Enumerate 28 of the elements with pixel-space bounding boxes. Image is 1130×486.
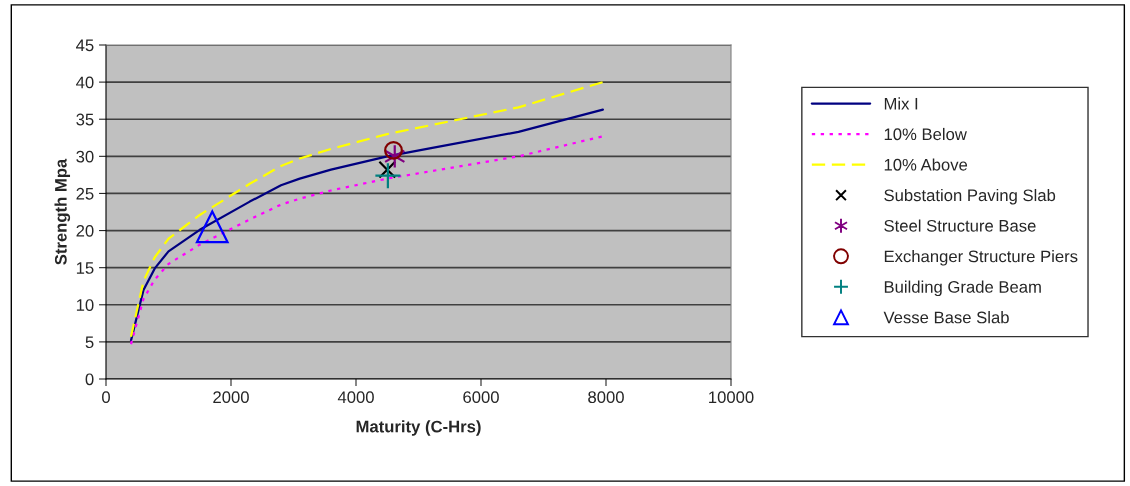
x-tick-label: 4000 <box>337 391 374 404</box>
x-tick-label: 0 <box>102 391 110 404</box>
legend-label: Substation Paving Slab <box>884 188 1056 205</box>
y-tick-label: 20 <box>76 224 94 237</box>
legend-label: Steel Structure Base <box>884 219 1036 232</box>
legend-label: 10% Below <box>884 127 967 141</box>
y-tick-label: 10 <box>76 299 94 311</box>
y-tick-label: 45 <box>76 39 94 52</box>
x-tick-label: 2000 <box>213 391 249 404</box>
y-tick-label: 15 <box>76 262 94 274</box>
y-axis-title: Strength Mpa <box>54 158 71 265</box>
x-tick-label: 8000 <box>588 391 624 404</box>
point <box>195 210 229 244</box>
y-tick-label: 5 <box>85 336 94 349</box>
point <box>384 140 403 160</box>
y-tick-label: 25 <box>76 187 94 200</box>
legend-label: Exchanger Structure Piers <box>884 250 1078 266</box>
y-tick-label: 40 <box>76 76 94 89</box>
y-tick-label: 0 <box>85 373 94 386</box>
legend-label: Building Grade Beam <box>884 280 1041 297</box>
legend-label: Mix I <box>884 97 918 110</box>
x-axis-title: Maturity (C-Hrs) <box>356 420 481 436</box>
legend-label: 10% Above <box>884 158 968 171</box>
y-tick-label: 30 <box>76 150 94 163</box>
x-tick-label: 6000 <box>463 391 499 404</box>
legend-label: Vesse Base Slab <box>883 311 1009 324</box>
x-tick-label: 10000 <box>709 391 754 404</box>
y-tick-label: 35 <box>76 113 94 126</box>
